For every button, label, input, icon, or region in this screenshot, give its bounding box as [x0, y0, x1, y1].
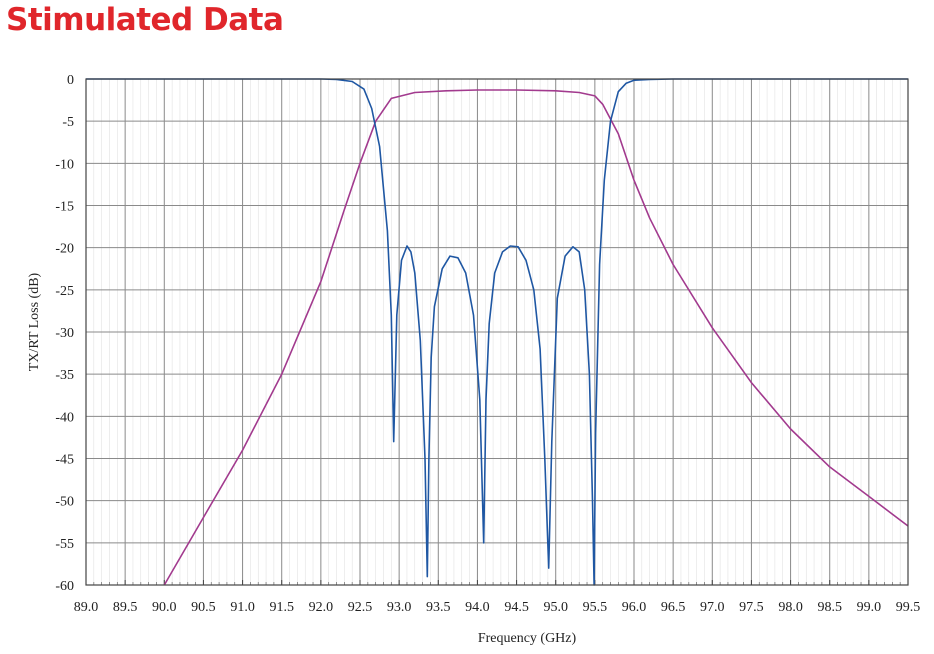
x-tick-label: 94.0 — [465, 600, 490, 615]
y-tick-label: -35 — [55, 368, 74, 383]
x-tick-label: 99.5 — [896, 600, 921, 615]
y-tick-label: 0 — [67, 73, 74, 88]
x-tick-label: 92.0 — [309, 600, 334, 615]
x-tick-label: 95.5 — [583, 600, 608, 615]
y-tick-label: -45 — [55, 453, 74, 468]
y-tick-label: -55 — [55, 537, 74, 552]
x-tick-label: 94.5 — [504, 600, 529, 615]
x-tick-label: 89.0 — [74, 600, 99, 615]
y-tick-label: -25 — [55, 284, 74, 299]
major-gridlines — [85, 78, 909, 586]
x-tick-label: 98.0 — [778, 600, 803, 615]
page-title: Stimulated Data — [6, 2, 284, 38]
x-tick-label: 98.5 — [817, 600, 842, 615]
x-tick-label: 96.5 — [661, 600, 686, 615]
y-tick-label: -40 — [55, 410, 74, 425]
x-tick-label: 93.5 — [426, 600, 451, 615]
x-tick-labels: 89.0 89.5 90.0 90.5 91.0 91.5 92.0 92.5 93.0 93.5… — [74, 600, 921, 615]
series-layer — [86, 78, 909, 586]
x-tick-label: 96.0 — [622, 600, 647, 615]
x-tick-label: 93.0 — [387, 600, 412, 615]
x-tick-label: 89.5 — [113, 600, 138, 615]
y-tick-label: -10 — [55, 157, 74, 172]
y-tick-label: -20 — [55, 242, 74, 257]
x-tick-label: 91.5 — [269, 600, 294, 615]
x-tick-label: 90.0 — [152, 600, 177, 615]
x-tick-label: 92.5 — [348, 600, 373, 615]
y-tick-label: -50 — [55, 495, 74, 510]
x-tick-label: 91.0 — [230, 600, 255, 615]
y-tick-label: -60 — [55, 579, 74, 594]
series-line-1 — [163, 89, 909, 586]
y-tick-label: -15 — [55, 200, 74, 215]
y-tick-label: -30 — [55, 326, 74, 341]
x-tick-label: 97.5 — [739, 600, 764, 615]
x-tick-label: 97.0 — [700, 600, 725, 615]
x-tick-label: 95.0 — [543, 600, 568, 615]
y-tick-label: -5 — [62, 115, 74, 130]
y-axis-title: TX/RT Loss (dB) — [27, 272, 42, 371]
plot-frame — [85, 78, 909, 586]
x-tick-label: 90.5 — [191, 600, 216, 615]
series-line-2 — [86, 78, 908, 586]
x-axis-title: Frequency (GHz) — [478, 631, 577, 646]
x-tick-label: 99.0 — [857, 600, 882, 615]
y-tick-labels: 0 -5 -10 -15 -20 -25 -30 -35 -40 -45 -50 -55 -60 — [55, 73, 74, 594]
plot-border — [85, 78, 909, 586]
